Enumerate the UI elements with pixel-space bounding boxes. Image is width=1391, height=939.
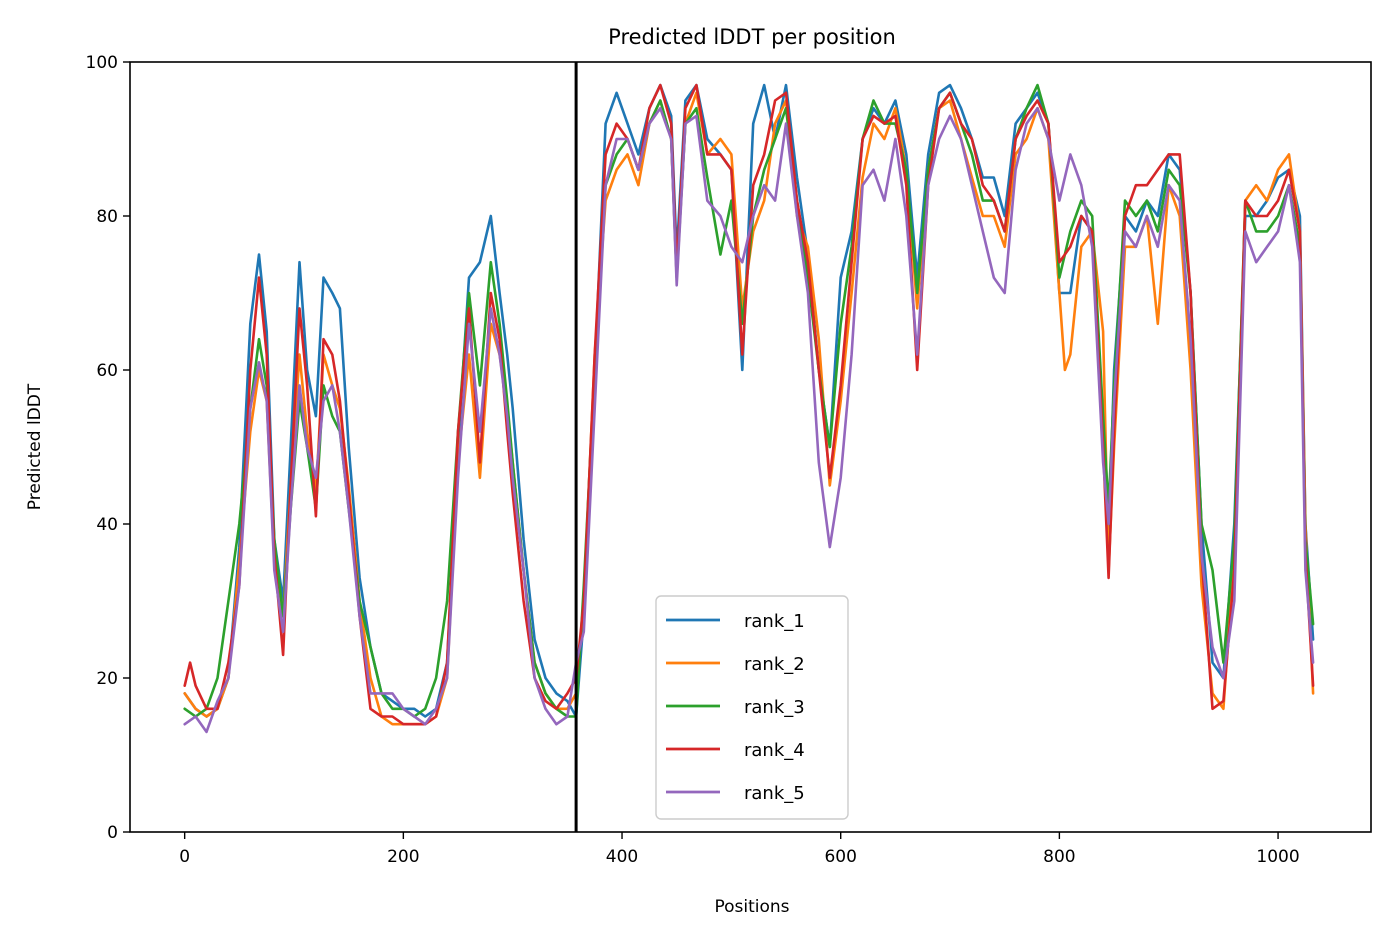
- y-axis-ticks: 0 20 40 60 80 100: [86, 53, 130, 843]
- legend-entries: rank_1 rank_2 rank_3 rank_4 rank_5: [666, 611, 805, 804]
- legend-label-rank-1: rank_1: [744, 611, 805, 632]
- series-lines: [183, 83, 1315, 734]
- legend-label-rank-3: rank_3: [744, 697, 805, 718]
- plot-frame: [129, 61, 1372, 833]
- x-axis-ticks: 0 200 400 600 800 1000: [179, 832, 1300, 867]
- y-axis-label: Predicted lDDT: [25, 383, 45, 510]
- x-tick-label: 200: [387, 847, 419, 867]
- chart-title: Predicted lDDT per position: [608, 25, 896, 49]
- y-tick-label: 80: [96, 207, 118, 227]
- x-tick-label: 800: [1043, 847, 1075, 867]
- legend: rank_1 rank_2 rank_3 rank_4 rank_5: [655, 595, 849, 820]
- x-tick-label: 0: [179, 847, 190, 867]
- x-axis-label: Positions: [714, 897, 789, 917]
- y-tick-label: 20: [96, 669, 118, 689]
- x-tick-label: 400: [606, 847, 638, 867]
- legend-label-rank-2: rank_2: [744, 654, 805, 675]
- legend-box: [655, 595, 849, 820]
- y-tick-label: 60: [96, 361, 118, 381]
- x-tick-label: 600: [824, 847, 856, 867]
- y-tick-label: 0: [107, 823, 118, 843]
- series-line-rank-5: [183, 106, 1315, 734]
- y-tick-label: 40: [96, 515, 118, 535]
- legend-label-rank-5: rank_5: [744, 783, 805, 804]
- legend-label-rank-4: rank_4: [744, 740, 805, 761]
- x-tick-label: 1000: [1256, 847, 1299, 867]
- y-tick-label: 100: [86, 53, 118, 73]
